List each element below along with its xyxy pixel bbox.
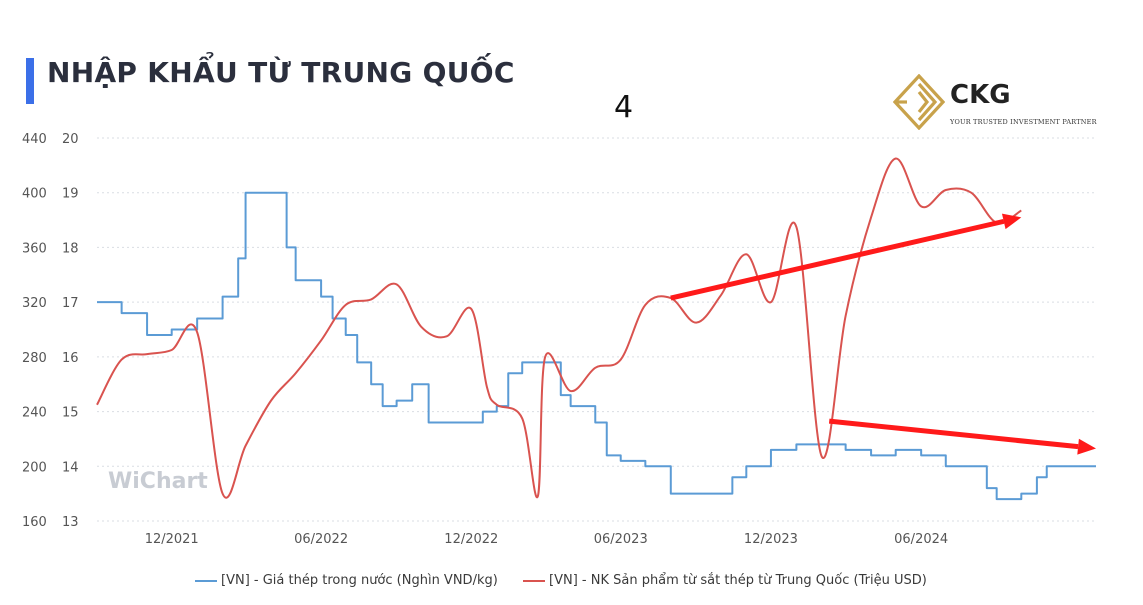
right-axis-tick-label: 18 xyxy=(62,241,79,256)
legend-item-steel-price[interactable]: [VN] - Giá thép trong nước (Nghìn VND/kg… xyxy=(195,573,498,588)
ckg-diamond-logo-icon xyxy=(893,74,945,130)
trend-arrow xyxy=(828,418,1096,455)
left-axis-tick-label: 160 xyxy=(22,515,47,530)
x-axis-tick-label: 12/2021 xyxy=(145,532,199,547)
left-axis-tick-label: 360 xyxy=(22,241,47,256)
left-axis-tick-label: 440 xyxy=(22,132,47,147)
legend-label: [VN] - Giá thép trong nước (Nghìn VND/kg… xyxy=(221,573,498,588)
left-axis-tick-label: 400 xyxy=(22,187,47,202)
left-axis-tick-label: 240 xyxy=(22,406,47,421)
right-axis-tick-label: 16 xyxy=(62,351,79,366)
series-line-steel-price xyxy=(97,191,1096,501)
left-axis-tick-label: 200 xyxy=(22,460,47,475)
right-axis-tick-label: 15 xyxy=(62,406,79,421)
arrow-head xyxy=(1001,213,1022,230)
x-axis-tick-label: 06/2022 xyxy=(294,532,348,547)
wichart-watermark: WiChart xyxy=(108,469,208,494)
arrow-head xyxy=(1077,438,1096,455)
x-axis-tick-label: 12/2023 xyxy=(744,532,798,547)
trend-arrow xyxy=(670,213,1022,301)
legend-swatch-red xyxy=(523,579,545,582)
watermark-text: WiChart xyxy=(108,469,208,494)
logo-tagline: YOUR TRUSTED INVESTMENT PARTNER xyxy=(950,118,1097,126)
legend-swatch-blue xyxy=(195,579,217,582)
arrow-shaft xyxy=(828,418,1079,450)
left-axis-tick-label: 280 xyxy=(22,351,47,366)
right-axis-tick-label: 19 xyxy=(62,187,79,202)
right-axis-tick-label: 20 xyxy=(62,132,79,147)
x-axis-tick-label: 06/2024 xyxy=(894,532,948,547)
logo-name: CKG xyxy=(950,80,1011,110)
left-axis-tick-label: 320 xyxy=(22,296,47,311)
x-axis-tick-label: 06/2023 xyxy=(594,532,648,547)
right-axis-tick-label: 14 xyxy=(62,460,79,475)
arrow-shaft xyxy=(670,218,1005,301)
right-axis-tick-label: 17 xyxy=(62,296,79,311)
ckg-logo: CKG YOUR TRUSTED INVESTMENT PARTNER xyxy=(893,74,1096,134)
legend-item-imports[interactable]: [VN] - NK Sản phẩm từ sắt thép từ Trung … xyxy=(523,573,927,588)
title-accent-bar xyxy=(26,58,34,104)
x-axis-tick-label: 12/2022 xyxy=(444,532,498,547)
series-line-imports xyxy=(96,157,1022,499)
page-title: NHẬP KHẨU TỪ TRUNG QUỐC xyxy=(47,56,515,89)
legend-label: [VN] - NK Sản phẩm từ sắt thép từ Trung … xyxy=(549,573,927,588)
right-axis-tick-label: 13 xyxy=(62,515,79,530)
page-number: 4 xyxy=(614,90,634,125)
